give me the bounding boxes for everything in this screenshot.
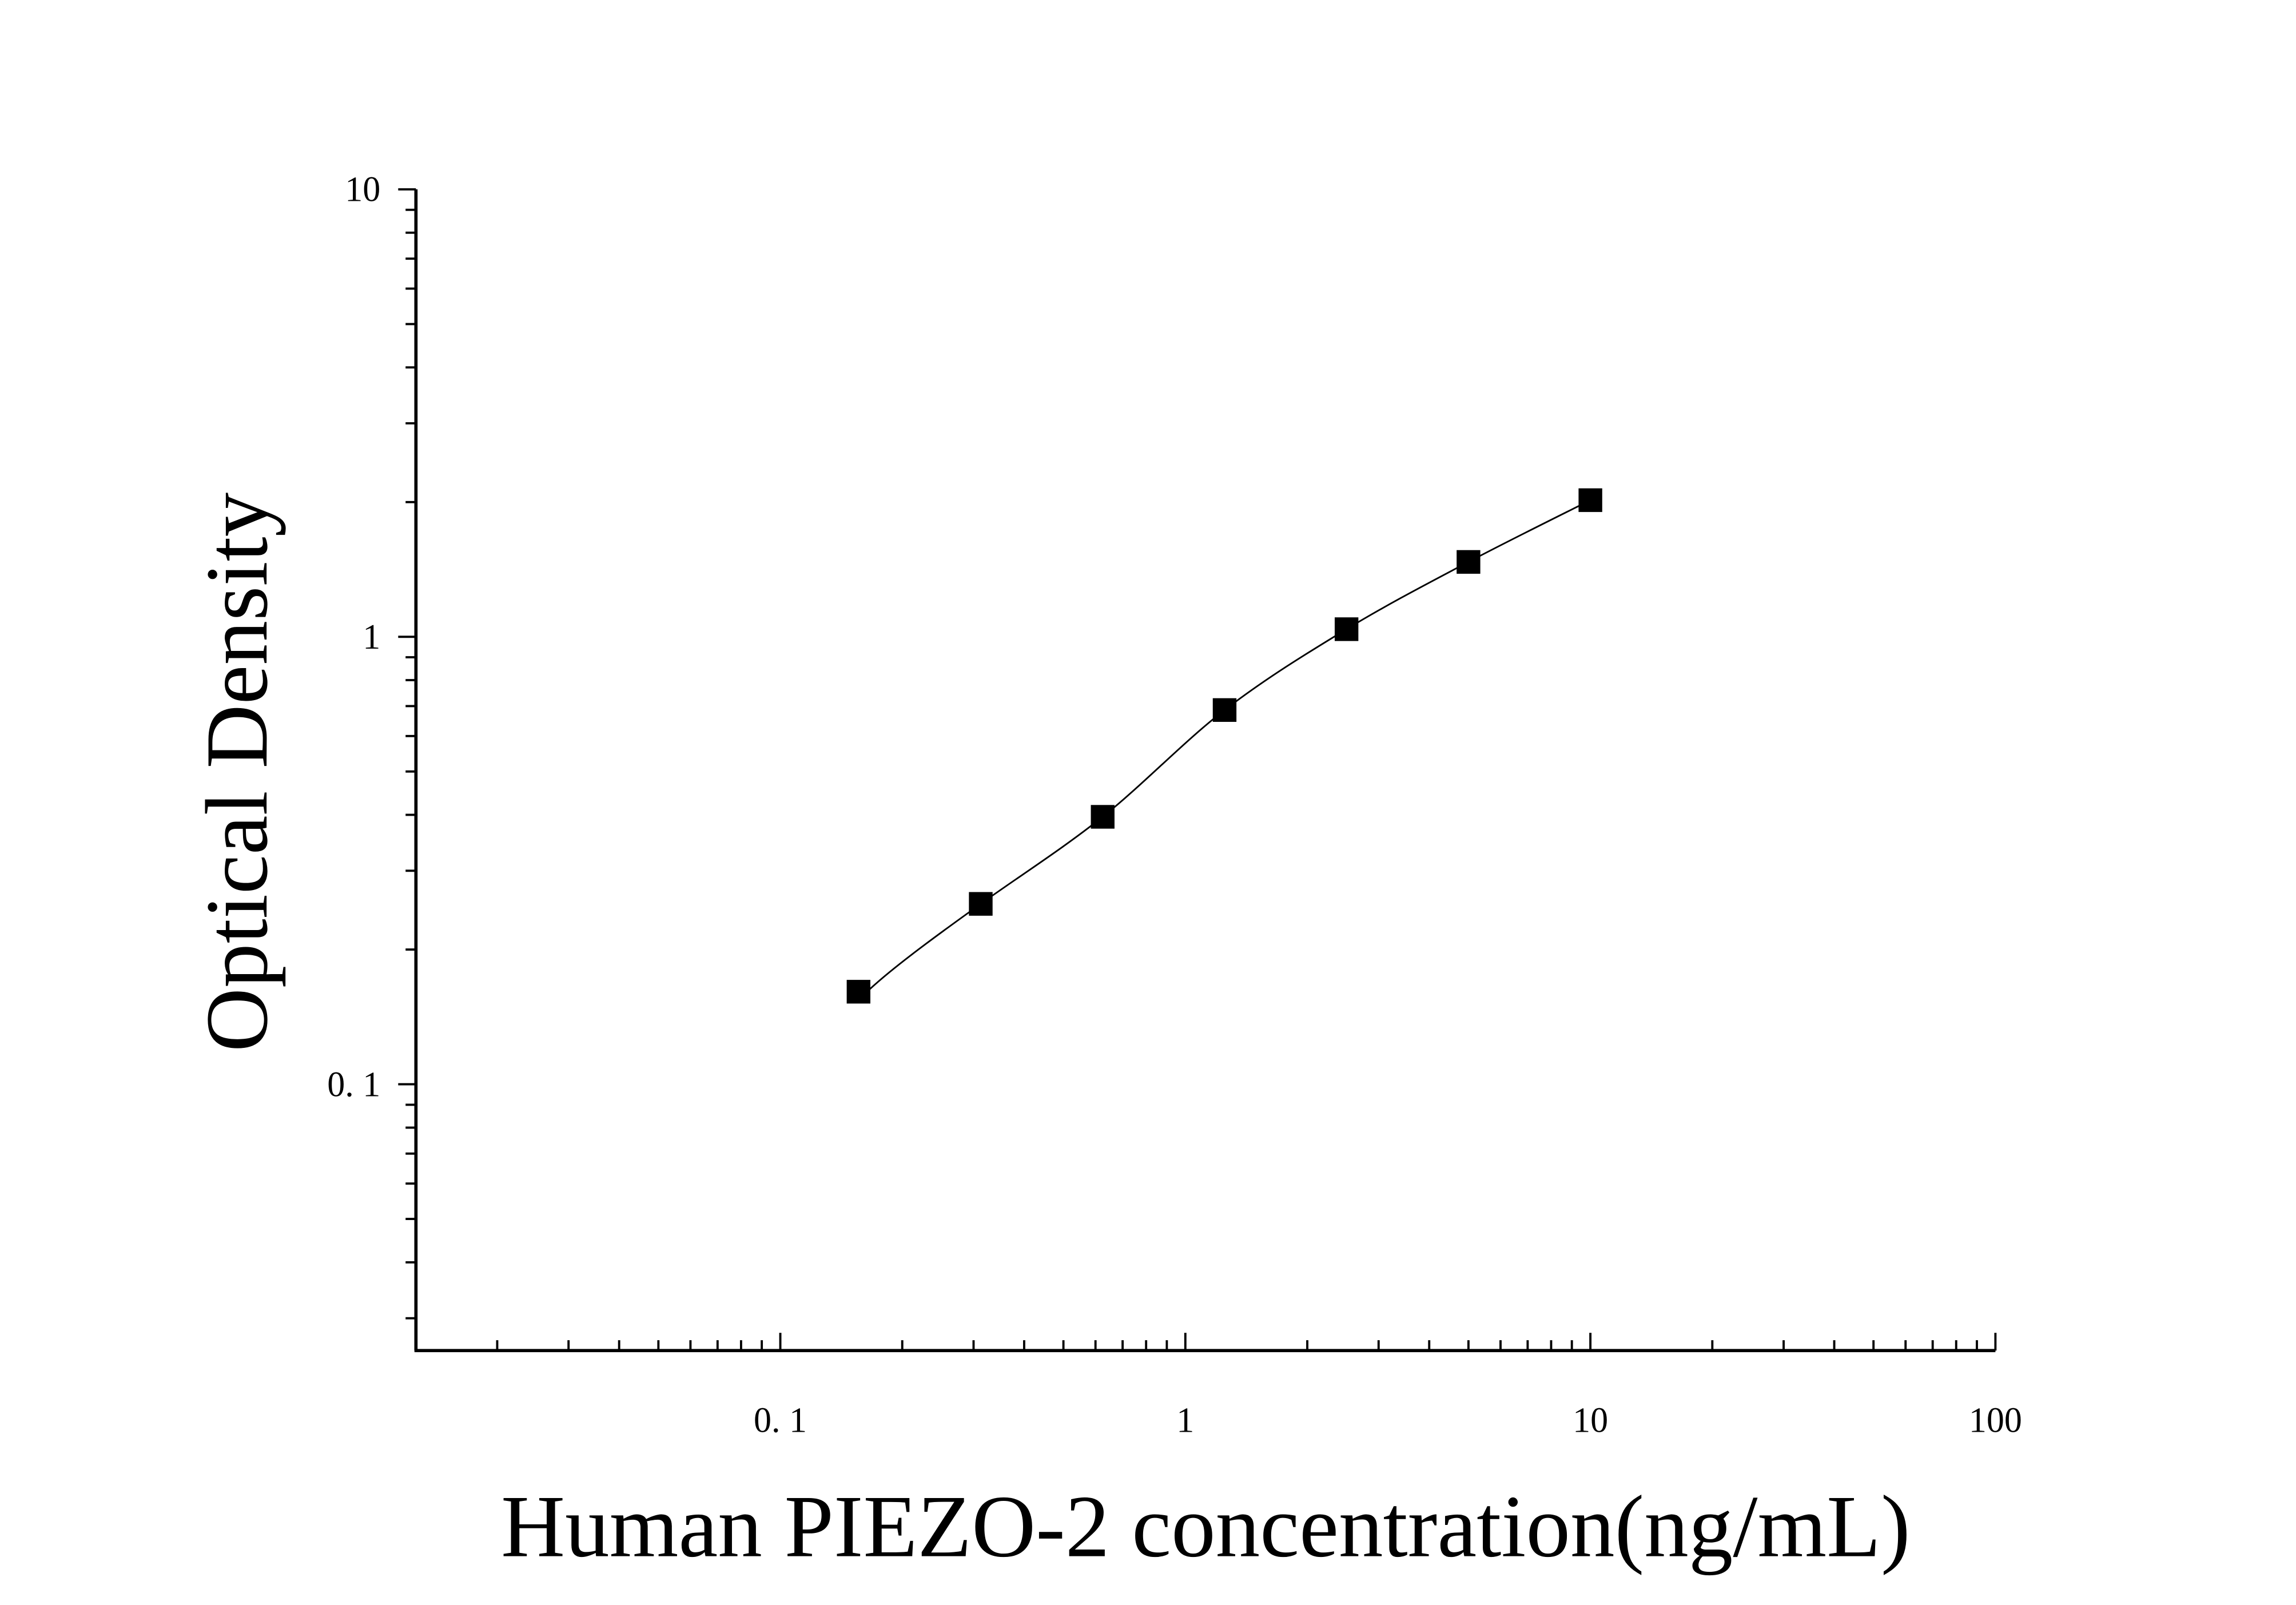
y-axis-label: Optical Density (188, 492, 286, 1052)
y-tick-label: 10 (345, 170, 380, 209)
data-point (969, 892, 993, 916)
fit-curve (858, 499, 1591, 1002)
data-points (846, 488, 1602, 1004)
x-tick-label: 10 (1573, 1401, 1608, 1440)
data-point (1334, 617, 1359, 641)
x-tick-label: 100 (1969, 1401, 2022, 1440)
x-axis-label: Human PIEZO-2 concentration(ng/mL) (501, 1477, 1911, 1576)
y-tick-label: 0. 1 (327, 1065, 380, 1104)
tick-labels: 0. 1 1 10 100 0. 1 1 10 (327, 170, 2022, 1440)
x-tick-label: 0. 1 (754, 1401, 807, 1440)
axes (398, 188, 1997, 1353)
data-point (1457, 550, 1481, 574)
data-point (1578, 488, 1602, 513)
data-point (846, 980, 871, 1004)
data-point (1091, 805, 1115, 829)
x-tick-label: 1 (1176, 1401, 1194, 1440)
data-point (1212, 698, 1237, 722)
y-tick-label: 1 (363, 618, 380, 657)
